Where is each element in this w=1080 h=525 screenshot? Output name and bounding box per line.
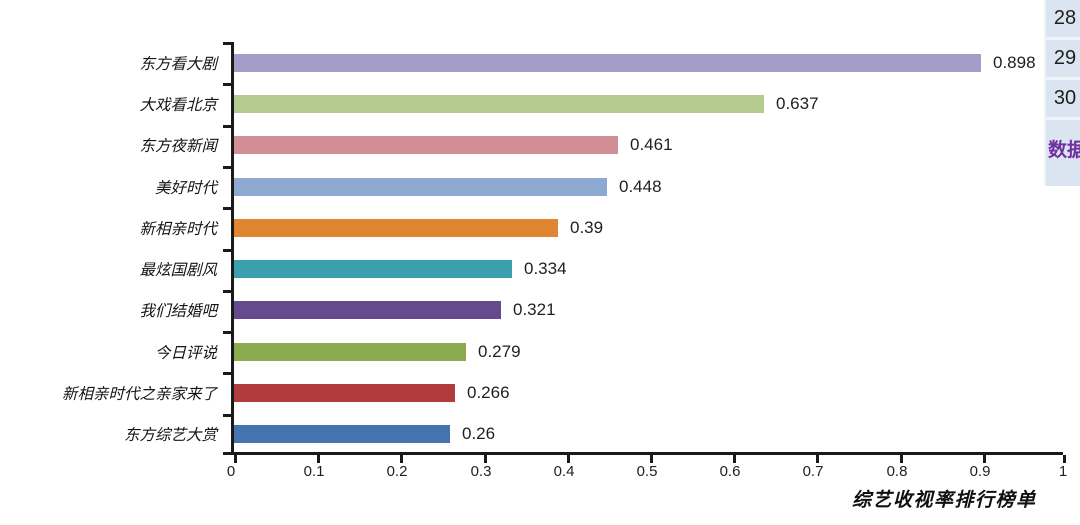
category-label: 新相亲时代之亲家来了 <box>61 385 217 404</box>
bar-value-label: 0.26 <box>462 424 496 444</box>
category-label: 东方夜新闻 <box>139 137 217 156</box>
bar-value-label: 0.321 <box>513 300 556 320</box>
bar <box>234 218 558 237</box>
x-axis-tick-label: 0.7 <box>802 463 824 480</box>
bar-row: 0.321 <box>234 290 1063 331</box>
x-axis-tick <box>900 455 903 463</box>
x-axis-tick <box>567 455 570 463</box>
y-axis-tick <box>223 249 232 252</box>
y-axis-tick <box>223 452 232 455</box>
bar-row: 0.266 <box>234 372 1063 413</box>
spreadsheet-row-header-panel: 28 29 30 数据 <box>1044 0 1080 186</box>
bar-value-label: 0.448 <box>619 176 662 196</box>
row-number-cell[interactable]: 29 <box>1046 40 1080 80</box>
category-label: 东方看大剧 <box>139 54 217 73</box>
bar-row: 0.26 <box>234 414 1063 455</box>
bar <box>234 53 981 72</box>
x-axis-tick-label: 0.8 <box>886 463 908 480</box>
row-number-cell[interactable]: 30 <box>1046 80 1080 120</box>
x-axis-title: 综艺收视率排行榜单 <box>852 489 1037 511</box>
bar <box>234 342 466 361</box>
bar <box>234 260 512 279</box>
bar-row: 0.898 <box>234 42 1063 83</box>
x-axis-tick <box>317 455 320 463</box>
bar <box>234 136 618 155</box>
bar <box>234 177 607 196</box>
x-axis-tick-label: 0 <box>226 463 236 480</box>
bar-value-label: 0.898 <box>993 52 1036 72</box>
category-label: 我们结婚吧 <box>139 302 217 321</box>
x-axis-tick <box>816 455 819 463</box>
category-label: 最炫国剧风 <box>139 261 217 280</box>
category-label: 大戏看北京 <box>139 95 217 114</box>
plot-area: 0.898 0.637 0.461 0.448 0.39 0.334 0.321 0.279 0… <box>223 42 1066 463</box>
x-axis-tick <box>400 455 403 463</box>
category-label: 今日评说 <box>154 343 217 362</box>
x-axis-tick-label: 1 <box>1058 463 1068 480</box>
bar-value-label: 0.39 <box>570 217 604 237</box>
y-axis-tick <box>223 83 232 86</box>
sheet-tab[interactable]: 数据 <box>1048 139 1080 161</box>
category-label: 美好时代 <box>154 178 217 197</box>
row-number-column: 28 29 30 <box>1046 0 1080 120</box>
bar-value-label: 0.461 <box>630 135 673 155</box>
x-axis-tick <box>983 455 986 463</box>
bar-row: 0.39 <box>234 207 1063 248</box>
bar <box>234 384 455 403</box>
bar <box>234 301 501 320</box>
y-axis-tick <box>223 331 232 334</box>
x-axis-tick-label: 0.3 <box>470 463 492 480</box>
bar-row: 0.448 <box>234 166 1063 207</box>
bar-value-label: 0.266 <box>467 383 510 403</box>
row-number-cell[interactable]: 28 <box>1046 0 1080 40</box>
x-axis-tick <box>733 455 736 463</box>
y-axis-tick <box>223 207 232 210</box>
bar <box>234 94 764 113</box>
bar-row: 0.461 <box>234 125 1063 166</box>
y-axis-tick <box>223 42 232 45</box>
bar <box>234 425 450 444</box>
category-label: 东方综艺大赏 <box>123 426 217 445</box>
bar-row: 0.279 <box>234 331 1063 372</box>
x-axis-tick-label: 0.5 <box>636 463 658 480</box>
x-axis-tick-label: 0.2 <box>386 463 408 480</box>
y-axis-tick <box>223 125 232 128</box>
x-axis-tick-label: 0.1 <box>303 463 325 480</box>
x-axis-tick <box>484 455 487 463</box>
y-axis-tick <box>223 290 232 293</box>
x-axis-tick <box>1063 455 1066 463</box>
x-axis-tick-label: 0.9 <box>969 463 991 480</box>
bar-row: 0.637 <box>234 83 1063 124</box>
category-label: 新相亲时代 <box>139 219 217 238</box>
bar-value-label: 0.334 <box>524 259 567 279</box>
x-axis-tick <box>650 455 653 463</box>
bar-value-label: 0.279 <box>478 341 521 361</box>
bar-value-label: 0.637 <box>776 93 819 113</box>
bar-row: 0.334 <box>234 249 1063 290</box>
x-axis-tick-label: 0.6 <box>719 463 741 480</box>
y-axis-tick <box>223 414 232 417</box>
x-axis-tick-label: 0.4 <box>553 463 575 480</box>
x-axis-tick <box>234 455 237 463</box>
y-axis-tick <box>223 166 232 169</box>
y-axis-tick <box>223 372 232 375</box>
